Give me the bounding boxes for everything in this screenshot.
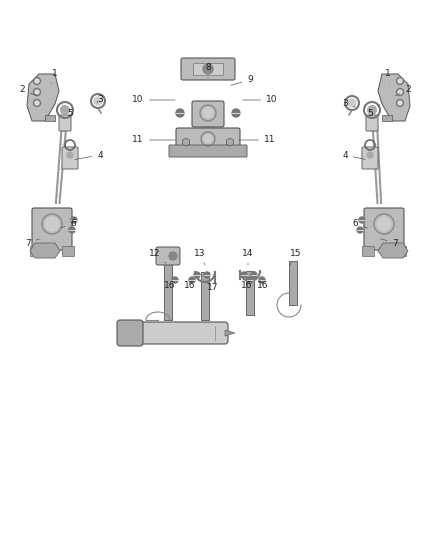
Text: 16: 16 — [241, 280, 253, 289]
Circle shape — [396, 77, 403, 85]
Circle shape — [94, 97, 102, 105]
Circle shape — [396, 100, 403, 107]
Circle shape — [398, 90, 402, 94]
Text: 2: 2 — [19, 85, 37, 96]
Circle shape — [194, 272, 200, 278]
FancyBboxPatch shape — [62, 147, 78, 169]
Polygon shape — [225, 330, 235, 336]
Circle shape — [33, 100, 40, 107]
Circle shape — [348, 99, 356, 107]
Text: 14: 14 — [242, 248, 254, 265]
FancyBboxPatch shape — [181, 58, 235, 80]
Text: 4: 4 — [75, 150, 103, 159]
Circle shape — [259, 277, 265, 283]
FancyBboxPatch shape — [169, 145, 247, 157]
Circle shape — [398, 79, 402, 83]
Bar — [30, 246, 42, 256]
Circle shape — [67, 152, 73, 158]
Text: 9: 9 — [231, 76, 253, 85]
Text: 7: 7 — [381, 238, 398, 247]
Text: 1: 1 — [385, 69, 391, 83]
Text: 13: 13 — [194, 248, 206, 265]
Polygon shape — [30, 243, 60, 258]
Circle shape — [35, 90, 39, 94]
FancyBboxPatch shape — [366, 115, 378, 131]
Circle shape — [176, 109, 184, 117]
Text: 17: 17 — [207, 282, 219, 292]
FancyBboxPatch shape — [117, 320, 143, 346]
Circle shape — [33, 77, 40, 85]
Text: 3: 3 — [342, 99, 355, 108]
FancyBboxPatch shape — [364, 208, 404, 250]
FancyBboxPatch shape — [192, 101, 224, 127]
Circle shape — [204, 272, 210, 278]
Text: 15: 15 — [290, 248, 302, 265]
Text: 8: 8 — [205, 62, 211, 78]
Polygon shape — [226, 138, 233, 146]
Bar — [45, 115, 55, 121]
Circle shape — [359, 217, 365, 223]
Text: 2: 2 — [396, 85, 411, 96]
Text: 16: 16 — [164, 280, 176, 289]
Circle shape — [69, 227, 75, 233]
Circle shape — [71, 217, 77, 223]
Bar — [382, 115, 392, 121]
Circle shape — [377, 217, 391, 231]
Text: 4: 4 — [342, 150, 365, 159]
Text: 16: 16 — [184, 280, 196, 289]
Text: 10: 10 — [243, 95, 278, 104]
Circle shape — [396, 88, 403, 95]
Polygon shape — [378, 243, 408, 258]
FancyBboxPatch shape — [59, 115, 71, 131]
Circle shape — [203, 64, 213, 74]
Circle shape — [35, 79, 39, 83]
Text: 5: 5 — [62, 105, 73, 117]
Circle shape — [357, 227, 363, 233]
Circle shape — [251, 272, 257, 278]
Circle shape — [189, 277, 195, 283]
Circle shape — [169, 252, 177, 260]
Bar — [201, 272, 209, 320]
Bar — [164, 260, 172, 320]
Circle shape — [367, 105, 377, 115]
Circle shape — [45, 217, 59, 231]
Text: 11: 11 — [239, 135, 276, 144]
Bar — [362, 246, 374, 256]
Bar — [394, 246, 406, 256]
FancyBboxPatch shape — [176, 128, 240, 150]
Bar — [203, 125, 213, 130]
Text: 11: 11 — [132, 135, 175, 144]
Circle shape — [35, 101, 39, 105]
Text: 7: 7 — [25, 238, 39, 247]
Polygon shape — [378, 74, 410, 121]
Bar — [289, 261, 297, 305]
Circle shape — [241, 272, 247, 278]
Circle shape — [398, 101, 402, 105]
Bar — [193, 63, 223, 75]
FancyBboxPatch shape — [32, 208, 72, 250]
Text: 12: 12 — [149, 248, 166, 263]
FancyBboxPatch shape — [132, 322, 228, 344]
Circle shape — [60, 105, 70, 115]
Bar — [246, 271, 254, 315]
Circle shape — [204, 135, 212, 143]
Circle shape — [247, 277, 253, 283]
Polygon shape — [27, 74, 59, 121]
FancyBboxPatch shape — [362, 147, 378, 169]
Circle shape — [203, 108, 213, 118]
Text: 16: 16 — [257, 280, 269, 289]
Text: 6: 6 — [60, 219, 76, 228]
Circle shape — [33, 88, 40, 95]
Bar — [62, 246, 74, 256]
Text: 5: 5 — [367, 105, 380, 117]
Text: 6: 6 — [352, 219, 367, 228]
Text: 10: 10 — [132, 95, 175, 104]
Circle shape — [232, 109, 240, 117]
FancyBboxPatch shape — [156, 247, 180, 265]
Polygon shape — [183, 138, 190, 146]
Text: 3: 3 — [97, 94, 103, 103]
Circle shape — [172, 277, 178, 283]
Text: 1: 1 — [51, 69, 58, 83]
Circle shape — [367, 152, 373, 158]
